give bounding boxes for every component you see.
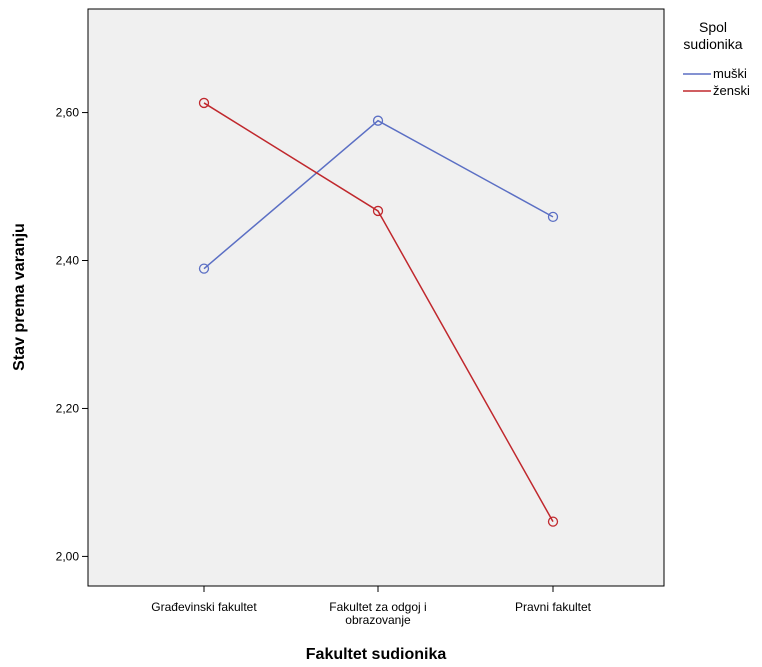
series-1 xyxy=(198,97,559,527)
legend-label: muški xyxy=(713,66,747,81)
data-point-marker xyxy=(547,516,559,527)
series-0 xyxy=(198,115,559,274)
legend-items: muški ženski xyxy=(683,66,750,98)
series-line xyxy=(203,119,554,270)
x-axis-title: Fakultet sudionika xyxy=(306,646,447,663)
y-axis-title: Stav prema varanju xyxy=(11,223,28,371)
series-layer xyxy=(198,97,559,527)
x-tick-label: Fakultet za odgoj i xyxy=(329,600,426,614)
y-tick-label: 2,60 xyxy=(56,106,80,120)
legend-title-line-2: sudionika xyxy=(683,36,742,52)
x-tick-label: Pravni fakultet xyxy=(515,600,592,614)
y-tick-label: 2,40 xyxy=(56,254,80,268)
x-tick-label: obrazovanje xyxy=(345,613,411,627)
y-tick-label: 2,20 xyxy=(56,401,80,415)
legend-title-line-1: Spol xyxy=(699,19,727,35)
plot-area xyxy=(87,8,665,587)
legend-label: ženski xyxy=(713,83,750,98)
data-point-marker xyxy=(198,263,210,274)
legend-item: muški xyxy=(683,66,747,81)
series-line xyxy=(203,102,554,523)
data-point-marker xyxy=(372,115,384,126)
x-tick-label: Građevinski fakultet xyxy=(151,600,257,614)
legend-item: ženski xyxy=(683,83,750,98)
data-point-marker xyxy=(372,205,384,217)
data-point-marker xyxy=(547,211,559,223)
data-point-marker xyxy=(198,97,210,109)
x-axis: Građevinski fakultet Fakultet za odgoj io… xyxy=(151,586,592,627)
y-tick-label: 2,00 xyxy=(56,549,80,563)
y-axis: 2,00 2,20 2,40 2,60 xyxy=(56,106,88,563)
legend: Spol sudionika muški ženski xyxy=(683,19,750,98)
